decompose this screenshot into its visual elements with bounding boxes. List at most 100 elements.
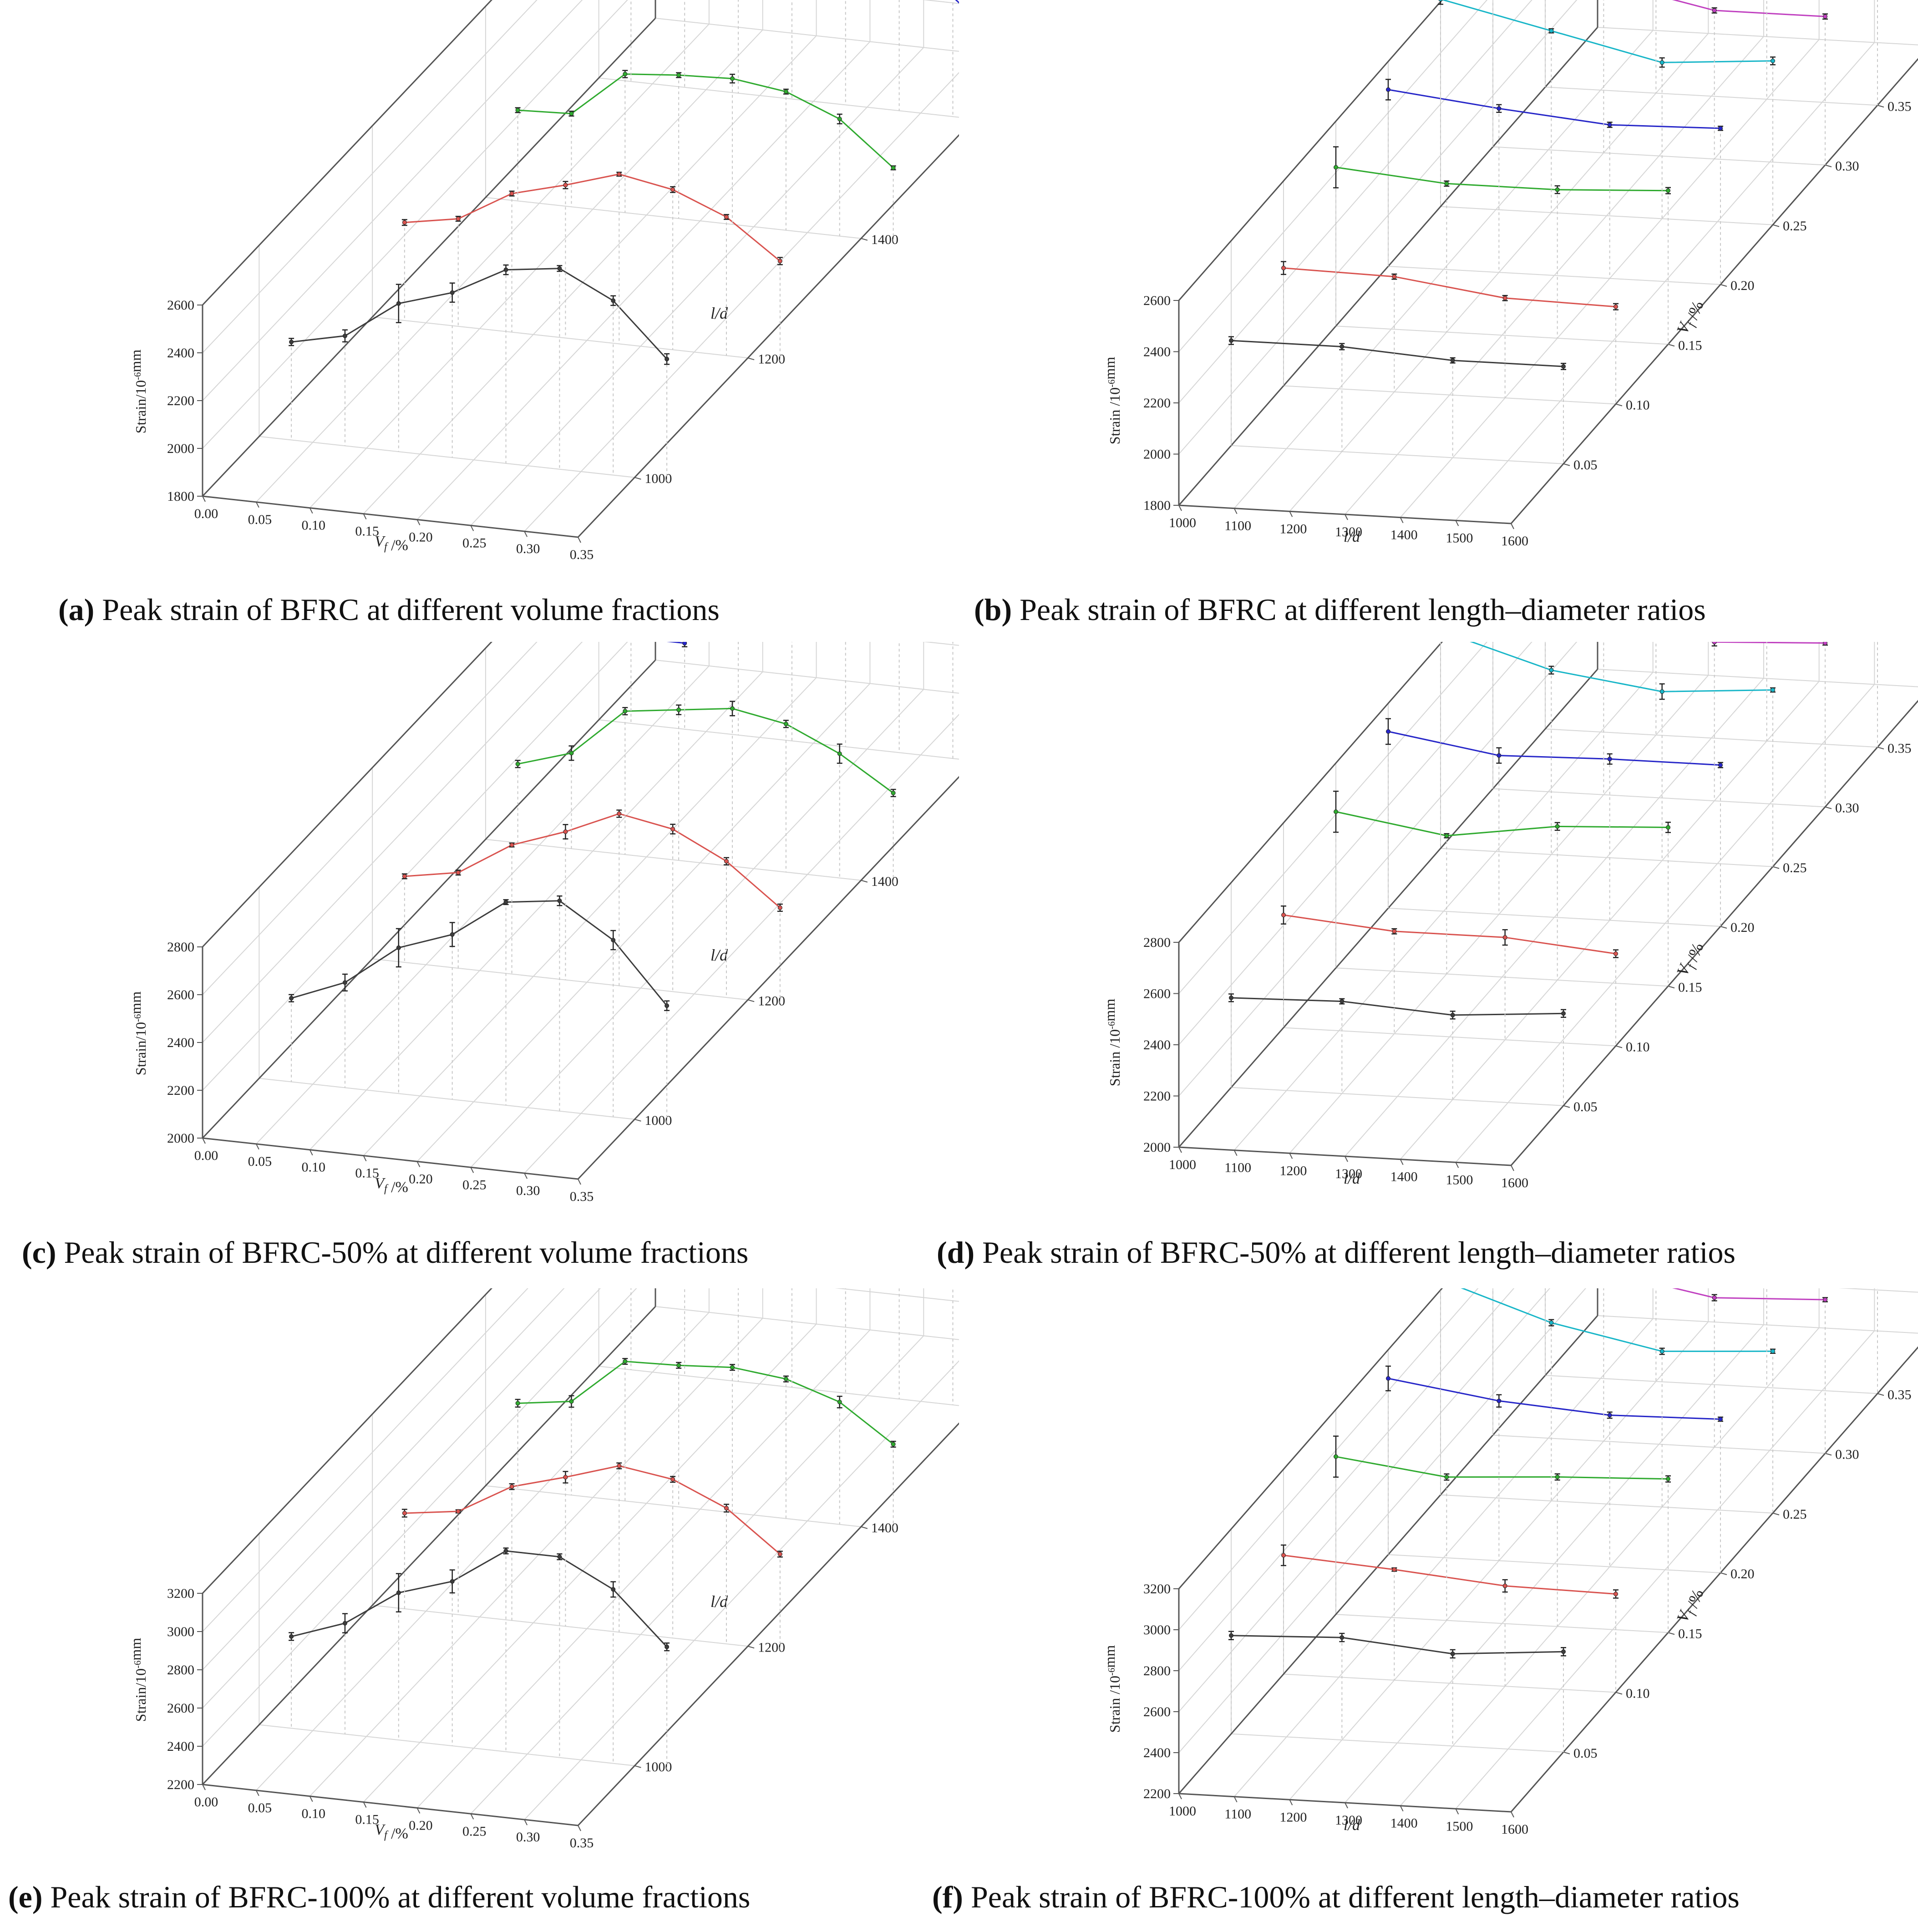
x-tick-mark-5: [1455, 1808, 1459, 1815]
z-tick-label-6: 0.35: [1888, 99, 1912, 114]
z-tick-label-0: 0.05: [1573, 1099, 1598, 1114]
y-tick-label-3: 2400: [167, 346, 194, 361]
x-tick-mark-3: [363, 514, 367, 520]
floor-grid-x-6: [524, 714, 959, 1174]
data-point-0-7: [665, 356, 670, 361]
data-point-4-3: [1771, 687, 1775, 692]
series-line-1: [1283, 267, 1616, 308]
y-tick-label-2: 2600: [167, 1701, 194, 1716]
frame-edge-4: [1178, 642, 1443, 943]
floor-grid-z-1: [372, 958, 748, 1001]
z-tick-label-1: 0.10: [1626, 398, 1650, 413]
floor-grid-z-3: [1388, 908, 1721, 927]
data-point-1-0: [402, 874, 407, 879]
y-tick-label-3: 2800: [1143, 1663, 1171, 1678]
data-point-0-1: [342, 980, 347, 985]
data-point-0-5: [557, 898, 562, 903]
x-tick-label-1: 0.05: [248, 512, 272, 527]
data-point-2-4: [730, 76, 735, 81]
data-point-0-2: [396, 1590, 401, 1595]
z-tick-mark-5: [1825, 806, 1832, 809]
x-axis-label: Vf /%: [375, 1821, 408, 1842]
data-point-0-5: [557, 1554, 562, 1559]
side-grid-y-2: [202, 642, 583, 1043]
x-axis-label: Vf /%: [375, 533, 408, 554]
y-tick-label-1: 2000: [167, 441, 194, 456]
z-tick-label-0: 0.05: [1573, 1746, 1598, 1761]
data-point-2-2: [623, 709, 628, 714]
data-point-0-0: [1229, 995, 1233, 1000]
z-axis-label: l/d: [710, 304, 728, 322]
x-tick-mark-4: [1400, 1159, 1404, 1165]
data-point-1-6: [724, 214, 729, 219]
data-point-5-3: [1823, 642, 1827, 646]
x-tick-mark-7: [578, 1825, 581, 1831]
floor-grid-x-3: [363, 35, 817, 514]
series-line-0: [291, 268, 668, 360]
y-tick-label-2: 2200: [167, 393, 194, 408]
data-point-2-4: [730, 1365, 735, 1370]
caption-e-letter: (e): [8, 1880, 43, 1914]
floor-grid-z-6: [1545, 86, 1878, 106]
data-point-2-1: [569, 751, 574, 756]
y-axis-label: Strain/10-6mm: [127, 1638, 149, 1722]
data-point-2-3: [676, 1363, 681, 1368]
data-point-1-4: [617, 1463, 622, 1468]
z-tick-mark-0: [634, 477, 641, 480]
data-point-4-1: [1549, 1320, 1554, 1325]
side-grid-y-1: [202, 642, 628, 1091]
z-axis-label: Vf /%: [1673, 297, 1707, 338]
z-tick-label-1: 0.10: [1626, 1686, 1650, 1701]
back-grid-y-0: [1597, 1315, 1918, 1334]
data-point-2-4: [730, 706, 735, 711]
floor-grid-x-4: [416, 683, 871, 1162]
chart-d: 1000 1100 1200 1300 1400 1500 1600 2000 2200 2400…: [1101, 642, 1918, 1190]
x-tick-label-4: 1400: [1390, 528, 1418, 543]
data-point-2-2: [623, 71, 628, 76]
y-axis-label: Strain/10-6mm: [127, 991, 149, 1076]
frame-edge-0: [202, 1784, 578, 1826]
x-tick-mark-1: [255, 1144, 259, 1150]
data-point-0-2: [1450, 1651, 1455, 1656]
data-point-2-5: [783, 722, 788, 727]
floor-grid-z-6: [1545, 1375, 1878, 1394]
x-tick-mark-2: [309, 1796, 313, 1802]
data-point-1-5: [670, 827, 675, 832]
floor-grid-z-0: [1231, 1733, 1564, 1753]
data-point-0-5: [557, 266, 562, 271]
x-tick-mark-1: [255, 1790, 259, 1796]
data-point-0-6: [611, 1587, 616, 1592]
data-point-1-2: [1502, 1583, 1507, 1588]
x-axis-label-part: l/d: [1344, 1817, 1360, 1834]
series-line-0: [1231, 340, 1564, 367]
x-tick-label-4: 1400: [1390, 1169, 1418, 1185]
x-tick-label-6: 1600: [1501, 534, 1528, 549]
x-tick-mark-5: [1455, 520, 1459, 526]
data-point-0-1: [1340, 1635, 1345, 1640]
x-tick-mark-4: [1400, 517, 1404, 524]
data-point-5-2: [1712, 642, 1717, 645]
series-line-0: [291, 1550, 668, 1647]
data-point-0-1: [1340, 999, 1345, 1004]
data-point-1-2: [1502, 295, 1507, 300]
x-tick-mark-3: [363, 1155, 367, 1162]
x-tick-label-3: 1300: [1335, 1813, 1362, 1828]
data-point-2-3: [1666, 825, 1670, 830]
caption-d-letter: (d): [937, 1235, 975, 1270]
back-grid-y-0: [1597, 669, 1918, 687]
data-point-4-2: [1659, 689, 1664, 694]
series-line-2: [518, 1361, 894, 1445]
data-point-1-2: [509, 1484, 514, 1489]
z-tick-label-2: 0.15: [1678, 338, 1702, 353]
y-axis-label-part: mm: [1101, 1645, 1118, 1668]
data-point-0-4: [503, 1548, 508, 1553]
floor-grid-x-6: [524, 72, 959, 532]
data-point-0-6: [611, 298, 616, 303]
side-grid-y-1: [202, 0, 628, 449]
caption-c: (c) Peak strain of BFRC-50% at different…: [22, 1235, 748, 1271]
floor-grid-x-2: [309, 671, 763, 1150]
data-point-4-2: [1659, 1349, 1664, 1354]
side-grid-y-1: [202, 1288, 637, 1747]
x-tick-label-2: 0.10: [301, 518, 325, 533]
z-tick-mark-2: [861, 238, 868, 241]
